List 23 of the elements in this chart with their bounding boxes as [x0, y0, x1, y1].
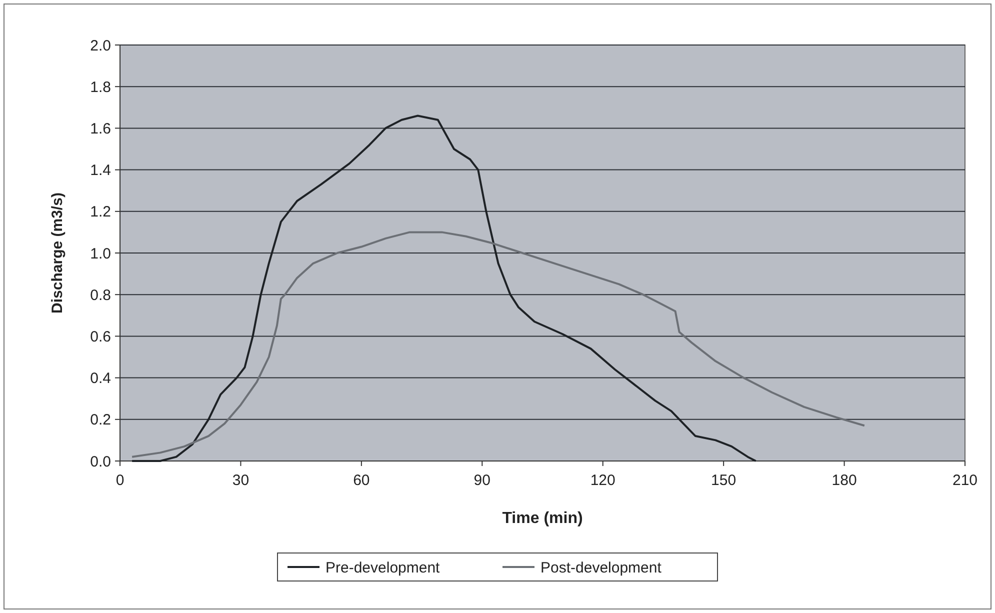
x-tick-label: 0	[116, 472, 124, 489]
x-tick-label: 30	[232, 472, 250, 489]
y-tick-label: 1.8	[90, 78, 111, 96]
x-axis-title: Time (min)	[502, 510, 583, 527]
y-tick-label: 0.2	[90, 412, 111, 429]
x-tick-label: 90	[474, 472, 490, 489]
x-tick-label: 120	[590, 472, 616, 489]
y-tick-label: 1.2	[90, 204, 111, 221]
x-tick-label: 210	[952, 472, 978, 489]
legend-label: Pre-development	[326, 559, 441, 576]
legend-label: Post-development	[540, 559, 662, 576]
y-tick-label: 0.6	[90, 328, 111, 346]
x-tick-label: 180	[832, 472, 857, 489]
y-tick-label: 0.4	[90, 370, 111, 388]
y-tick-label: 2.0	[90, 37, 111, 54]
y-tick-label: 1.6	[90, 120, 111, 138]
x-tick-label: 60	[353, 472, 370, 489]
y-tick-label: 0.0	[90, 453, 111, 470]
y-tick-label: 1.0	[90, 245, 111, 262]
y-axis-title: Discharge (m3/s)	[49, 192, 66, 314]
y-tick-label: 1.4	[90, 162, 111, 180]
x-tick-label: 150	[711, 472, 736, 489]
y-tick-label: 0.8	[90, 286, 111, 304]
